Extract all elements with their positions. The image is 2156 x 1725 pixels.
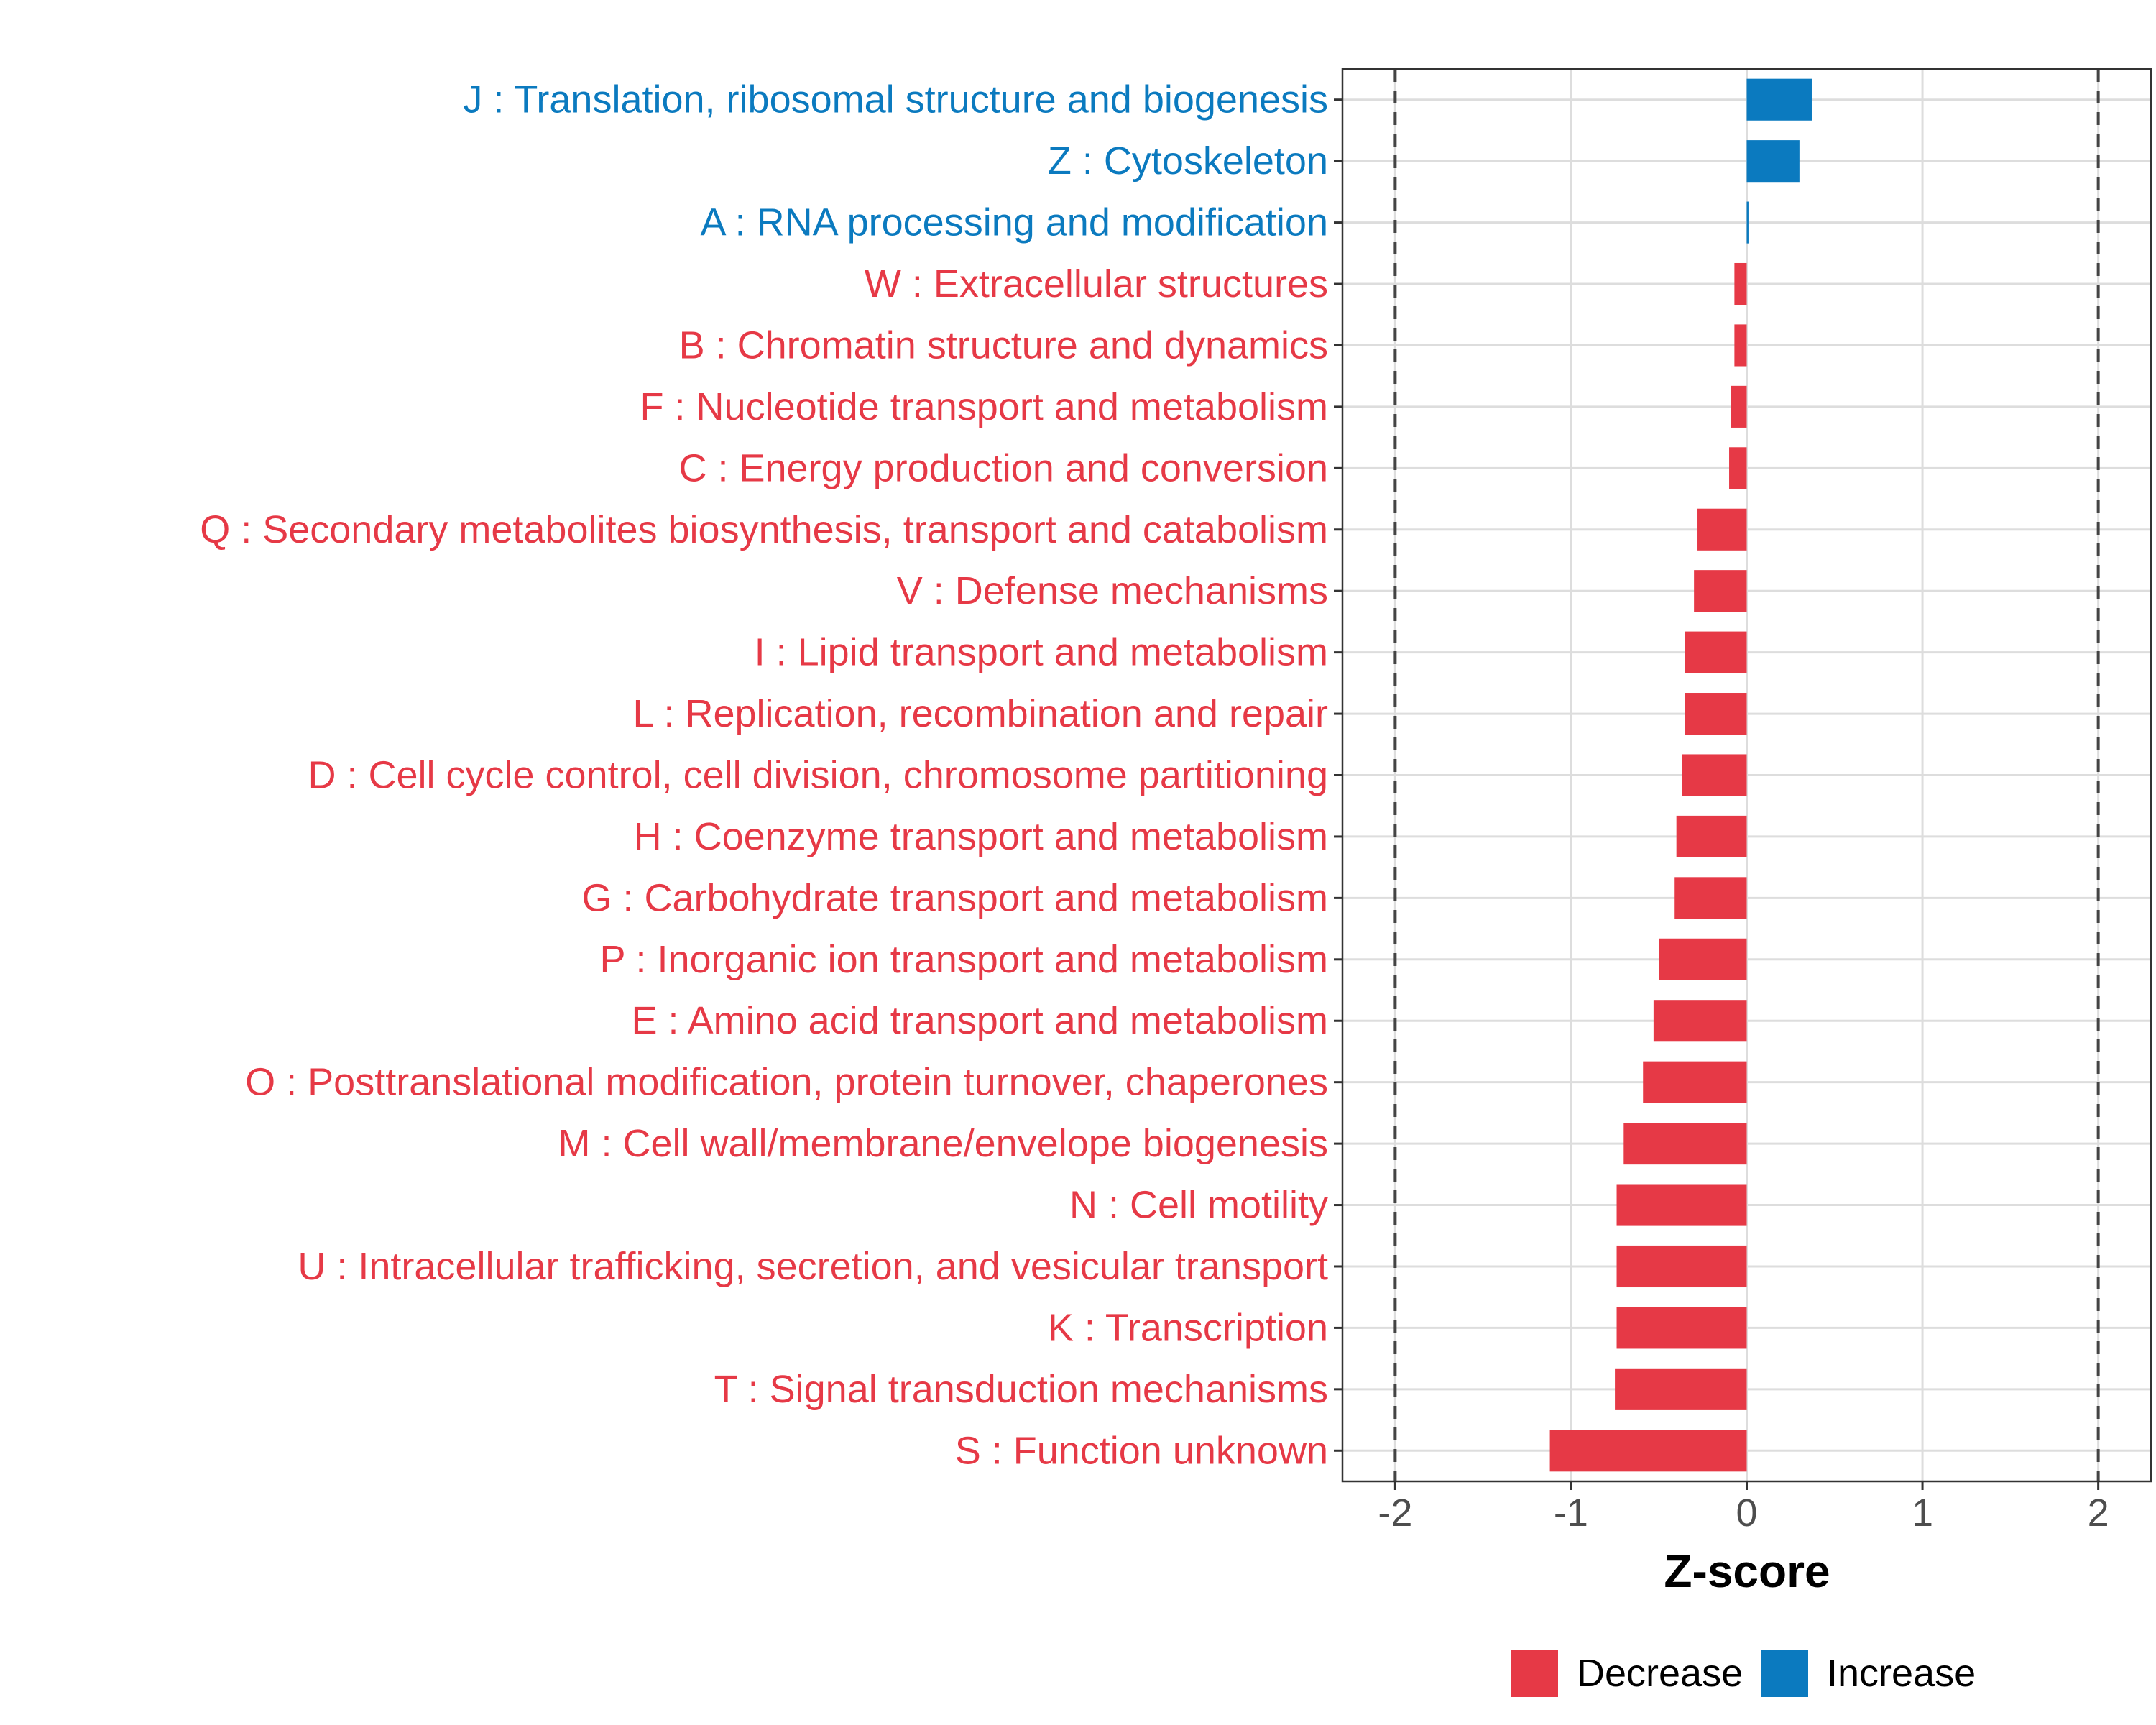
reference-lines [1393, 69, 2100, 1481]
bar [1731, 385, 1747, 428]
x-tick-label: -1 [1554, 1491, 1588, 1535]
category-label: O : Posttranslational modification, prot… [245, 1061, 1328, 1104]
category-label: V : Defense mechanisms [897, 569, 1328, 612]
category-label: E : Amino acid transport and metabolism [632, 999, 1328, 1042]
bar [1682, 754, 1747, 796]
bar [1616, 1184, 1747, 1226]
bar [1659, 938, 1747, 980]
legend-label: Increase [1827, 1652, 1976, 1695]
x-tick-label: 0 [1736, 1491, 1757, 1535]
category-label: M : Cell wall/membrane/envelope biogenes… [558, 1122, 1328, 1165]
category-label: Z : Cytoskeleton [1048, 139, 1328, 183]
bar [1746, 140, 1800, 183]
bar [1734, 324, 1747, 367]
y-axis: J : Translation, ribosomal structure and… [200, 78, 1342, 1472]
bar [1746, 78, 1812, 121]
category-label: N : Cell motility [1069, 1184, 1328, 1227]
legend: Decrease Increase [1511, 1650, 1976, 1697]
bar [1623, 1123, 1747, 1165]
legend-swatch [1511, 1650, 1558, 1697]
x-tick-label: -2 [1378, 1491, 1412, 1535]
bar [1697, 508, 1747, 551]
category-label: I : Lipid transport and metabolism [755, 631, 1328, 674]
category-label: J : Translation, ribosomal structure and… [463, 78, 1328, 121]
category-label: C : Energy production and conversion [678, 446, 1328, 489]
x-axis-title: Z-score [1664, 1545, 1830, 1597]
category-label: K : Transcription [1048, 1306, 1328, 1349]
bars [1549, 78, 1812, 1472]
bar [1694, 570, 1747, 612]
bar [1734, 262, 1747, 305]
category-label: T : Signal transduction mechanisms [714, 1368, 1328, 1411]
bar [1746, 201, 1749, 244]
x-tick-label: 1 [1912, 1491, 1933, 1535]
category-label: D : Cell cycle control, cell division, c… [308, 754, 1328, 797]
category-label: B : Chromatin structure and dynamics [679, 323, 1328, 367]
category-label: Q : Secondary metabolites biosynthesis, … [200, 508, 1328, 551]
bar [1674, 877, 1747, 919]
bar [1643, 1061, 1747, 1103]
bar [1616, 1307, 1747, 1349]
category-label: P : Inorganic ion transport and metaboli… [599, 938, 1328, 981]
x-axis: -2 -1 0 1 2 [1378, 1481, 2109, 1535]
category-label: U : Intracellular trafficking, secretion… [298, 1245, 1328, 1288]
bar [1685, 631, 1747, 673]
category-label: S : Function unknown [955, 1429, 1328, 1472]
legend-swatch [1761, 1650, 1808, 1697]
category-label: A : RNA processing and modification [701, 201, 1328, 244]
bar [1729, 447, 1747, 489]
category-label: L : Replication, recombination and repai… [632, 692, 1328, 735]
bar [1685, 693, 1747, 735]
bar [1549, 1430, 1747, 1472]
x-tick-label: 2 [2088, 1491, 2109, 1535]
legend-label: Decrease [1577, 1652, 1743, 1695]
category-label: F : Nucleotide transport and metabolism [640, 385, 1328, 428]
bar [1676, 815, 1747, 857]
category-label: W : Extracellular structures [865, 262, 1328, 305]
bar [1653, 1000, 1747, 1042]
category-label: G : Carbohydrate transport and metabolis… [582, 876, 1329, 919]
bar [1616, 1245, 1747, 1288]
category-label: H : Coenzyme transport and metabolism [634, 815, 1328, 858]
bar [1615, 1368, 1747, 1410]
